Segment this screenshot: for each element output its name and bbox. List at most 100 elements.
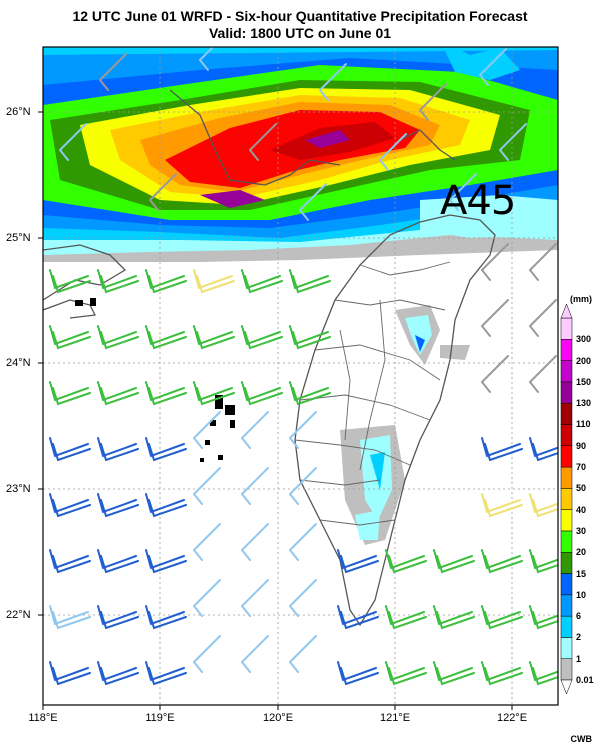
wind-barb — [529, 299, 557, 337]
wind-barb — [529, 549, 558, 574]
wind-barb — [529, 355, 557, 393]
map-title: 12 UTC June 01 WRFD - Six-hour Quantitat… — [72, 8, 528, 24]
wind-barb — [481, 355, 509, 393]
wind-barb — [481, 661, 523, 686]
colorbar-label: 110 — [576, 419, 591, 430]
lat-label-26: 26°N — [6, 106, 31, 118]
colorbar-label: 70 — [576, 462, 587, 473]
wind-barb — [385, 549, 427, 574]
wind-barb — [145, 549, 187, 574]
colorbar-label: 50 — [576, 483, 587, 494]
wind-barb — [241, 325, 283, 350]
wind-barb — [337, 661, 379, 686]
wind-barb — [479, 48, 507, 86]
wind-barb — [481, 605, 523, 630]
colorbar-swatch — [560, 317, 573, 340]
lat-label-23: 23°N — [6, 483, 31, 495]
colorbar-label: 90 — [576, 440, 587, 451]
wind-barb — [289, 579, 317, 617]
wind-barbs — [49, 47, 558, 686]
wind-barb — [145, 661, 187, 686]
wind-barb — [529, 661, 558, 686]
colorbar-label: 0.01 — [576, 675, 594, 685]
wind-barb — [481, 493, 523, 518]
wind-barb — [193, 523, 221, 561]
wind-barb — [241, 467, 269, 505]
wind-barb — [49, 325, 91, 350]
wind-barb — [481, 549, 523, 574]
wind-barb — [241, 635, 269, 673]
colorbar-top-arrow — [560, 303, 573, 319]
wind-barb — [299, 183, 327, 221]
wind-barb — [481, 437, 523, 462]
wind-barb — [145, 381, 187, 406]
taiwan-rain-cells — [340, 305, 470, 545]
wind-barb — [319, 63, 347, 101]
wind-barb — [59, 123, 87, 161]
lon-label-119: 119°E — [145, 712, 175, 724]
colorbar — [560, 303, 573, 695]
wind-barb — [193, 411, 221, 449]
colorbar-swatch — [560, 551, 573, 574]
wind-barb — [481, 243, 509, 281]
wind-barb — [193, 635, 221, 673]
wind-barb — [193, 467, 221, 505]
wind-barb — [145, 605, 187, 630]
colorbar-label: 2 — [576, 632, 582, 643]
axis-ticks — [38, 111, 513, 710]
wind-barb — [241, 411, 269, 449]
wind-barb — [449, 173, 477, 211]
colorbar-label: 300 — [576, 334, 592, 345]
lat-label-24: 24°N — [6, 357, 31, 369]
wind-barb — [529, 605, 558, 630]
wind-barb — [193, 269, 235, 294]
county-boundaries — [294, 261, 451, 526]
colorbar-label: 15 — [576, 568, 587, 579]
wind-barb — [289, 523, 317, 561]
colorbar-swatch — [560, 509, 573, 532]
wind-barb — [97, 493, 139, 518]
colorbar-label: 20 — [576, 547, 587, 558]
colorbar-swatch — [560, 530, 573, 553]
wind-barb — [97, 605, 139, 630]
wind-barb — [499, 123, 527, 161]
wind-barb — [145, 493, 187, 518]
wind-barb — [97, 325, 139, 350]
colorbar-label: 150 — [576, 376, 592, 387]
colorbar-label: 1 — [576, 653, 582, 664]
wind-barb — [289, 411, 317, 449]
colorbar-swatch — [560, 637, 573, 659]
wind-barb — [99, 53, 127, 91]
lon-label-118: 118°E — [28, 712, 58, 724]
wind-barb — [97, 549, 139, 574]
wind-barb — [529, 243, 557, 281]
wind-barb — [145, 269, 187, 294]
wind-barb — [97, 381, 139, 406]
wind-barb — [433, 605, 475, 630]
wind-barb — [241, 579, 269, 617]
lon-label-122: 122°E — [496, 712, 528, 724]
colorbar-swatch — [560, 402, 573, 425]
wind-barb — [289, 635, 317, 673]
wind-barb — [49, 605, 91, 630]
wind-barb — [385, 605, 427, 630]
wind-barb — [49, 437, 91, 462]
wind-barb — [193, 579, 221, 617]
lon-label-121: 121°E — [379, 712, 411, 724]
wind-barb — [241, 269, 283, 294]
lat-label-25: 25°N — [6, 232, 31, 244]
colorbar-label: 200 — [576, 355, 592, 366]
wind-barb — [379, 133, 407, 171]
wind-barb — [433, 661, 475, 686]
lon-label-120: 120°E — [262, 712, 294, 724]
colorbar-swatch — [560, 615, 573, 638]
wind-barb — [145, 437, 187, 462]
wind-barb — [337, 605, 379, 630]
colorbar-swatch — [560, 594, 573, 617]
wind-barb — [193, 381, 235, 406]
colorbar-label: 130 — [576, 398, 592, 409]
wind-barb — [193, 325, 235, 350]
credit-label: CWB — [570, 734, 593, 744]
colorbar-bottom-arrow — [560, 679, 573, 695]
wind-barb — [49, 381, 91, 406]
